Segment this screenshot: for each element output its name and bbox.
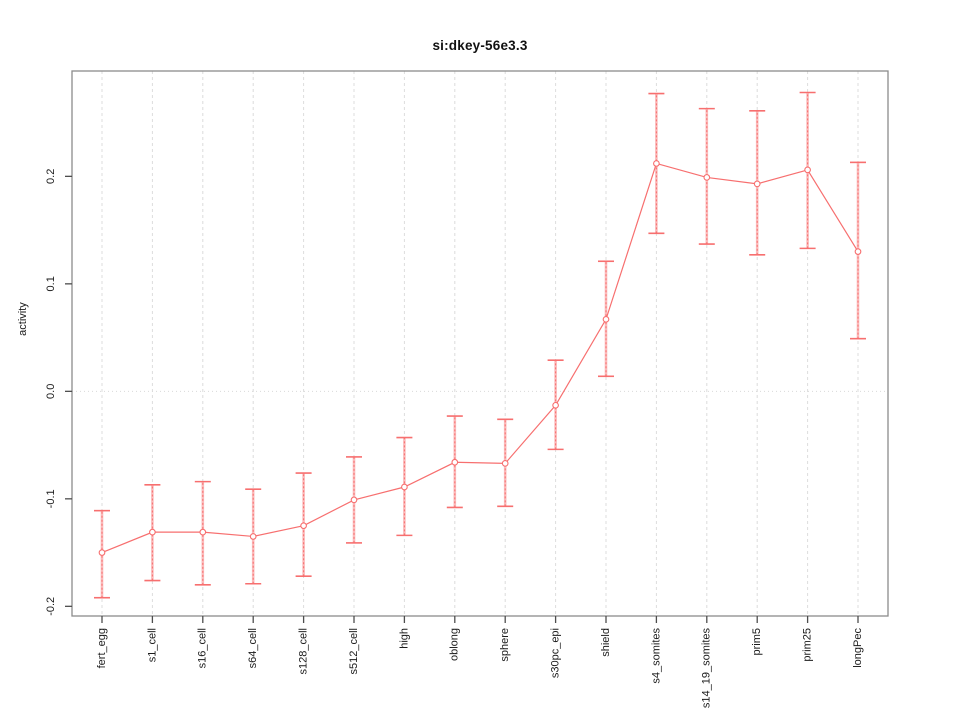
x-tick-label: s14_19_somites: [701, 628, 713, 709]
chart-title: si:dkey-56e3.3: [432, 38, 528, 53]
y-tick-label: -0.2: [45, 597, 57, 616]
x-tick-label: s1_cell: [146, 628, 158, 662]
x-tick-label: prim5: [751, 628, 763, 656]
series-line: [101, 162, 859, 554]
data-point-marker: [703, 174, 711, 181]
x-tick-label: sphere: [499, 628, 511, 662]
data-point-marker: [199, 528, 207, 536]
x-tick-label: s64_cell: [247, 628, 259, 668]
data-point-marker: [300, 522, 307, 530]
error-bars: [94, 91, 866, 599]
data-point-marker: [98, 549, 106, 556]
data-point-marker: [753, 180, 761, 188]
y-tick-label: 0.0: [45, 384, 57, 399]
x-tick-label: prim25: [802, 628, 814, 662]
data-point-marker: [451, 458, 459, 466]
data-point-marker: [854, 248, 862, 255]
data-point-marker: [653, 160, 660, 167]
y-tick-label: -0.1: [45, 489, 57, 508]
y-axis: -0.2 -0.1 0.0 0.1 0.2: [45, 169, 72, 616]
x-tick-label: shield: [600, 628, 612, 657]
data-point-marker: [804, 166, 811, 174]
data-point-marker: [401, 483, 408, 491]
x-tick-label: s4_somites: [650, 628, 662, 684]
x-tick-label: s512_cell: [348, 628, 360, 674]
x-tick-label: oblong: [449, 628, 461, 661]
x-tick-label: s128_cell: [298, 628, 310, 674]
data-points: [98, 160, 862, 556]
x-tick-label: longPec: [852, 628, 864, 668]
data-point-marker: [501, 460, 509, 467]
x-tick-label: fert_egg: [96, 628, 108, 668]
y-tick-label: 0.1: [45, 276, 57, 291]
x-tick-label: s30pc_epi: [550, 628, 562, 678]
plot-border: [71, 70, 889, 617]
data-point-marker: [602, 315, 610, 323]
x-axis: fert_egg s1_cell s16_cell s64_cell s128_cell…: [96, 616, 864, 708]
y-tick-label: 0.2: [45, 169, 57, 184]
x-tick-label: s16_cell: [197, 628, 209, 668]
data-point-marker: [149, 528, 156, 536]
data-point-marker: [552, 401, 559, 409]
x-tick-label: high: [398, 628, 410, 649]
data-point-marker: [249, 533, 257, 540]
data-point-marker: [350, 496, 358, 504]
gridlines: [72, 71, 888, 616]
